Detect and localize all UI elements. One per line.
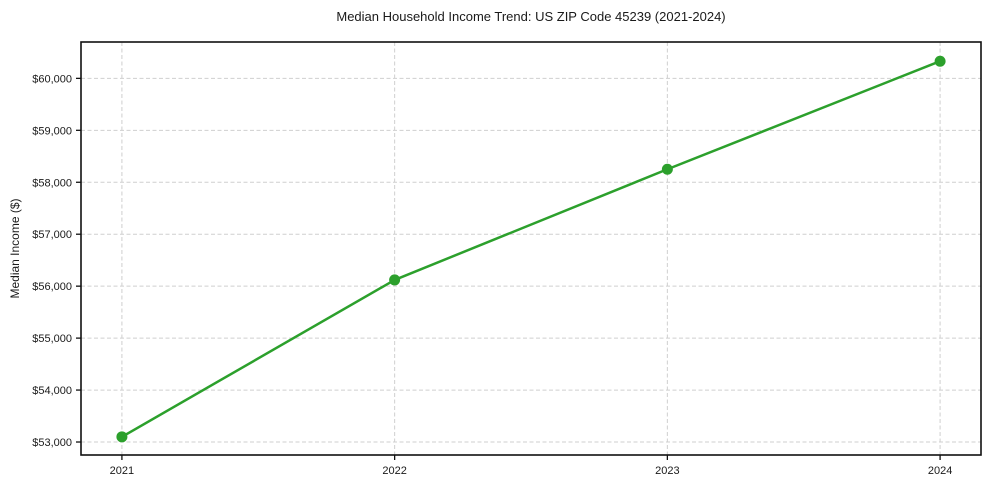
y-tick-label: $54,000 [32,385,72,397]
x-tick-label: 2021 [110,465,134,477]
y-axis-label: Median Income ($) [8,198,22,298]
data-point [116,431,128,443]
x-tick-label: 2022 [382,465,406,477]
y-tick-label: $57,000 [32,229,72,241]
y-tick-label: $58,000 [32,177,72,189]
y-tick-label: $59,000 [32,125,72,137]
data-point [934,55,946,67]
tick-marks [76,77,941,460]
axes-spines [80,41,982,456]
chart-title: Median Household Income Trend: US ZIP Co… [336,9,725,24]
x-tick-label: 2023 [655,465,679,477]
trend-line [120,59,942,439]
y-tick-label: $53,000 [32,437,72,449]
data-point [661,163,673,175]
data-point [389,274,401,286]
y-tick-label: $60,000 [32,73,72,85]
y-tick-label: $56,000 [32,281,72,293]
x-tick-label: 2024 [928,465,952,477]
trend-series [116,55,946,443]
gridlines [81,42,981,455]
tick-labels: $53,000 $54,000 $55,000 $56,000 $57,000 $58,0… [32,73,952,477]
y-tick-label: $55,000 [32,333,72,345]
plot-border [80,41,982,456]
